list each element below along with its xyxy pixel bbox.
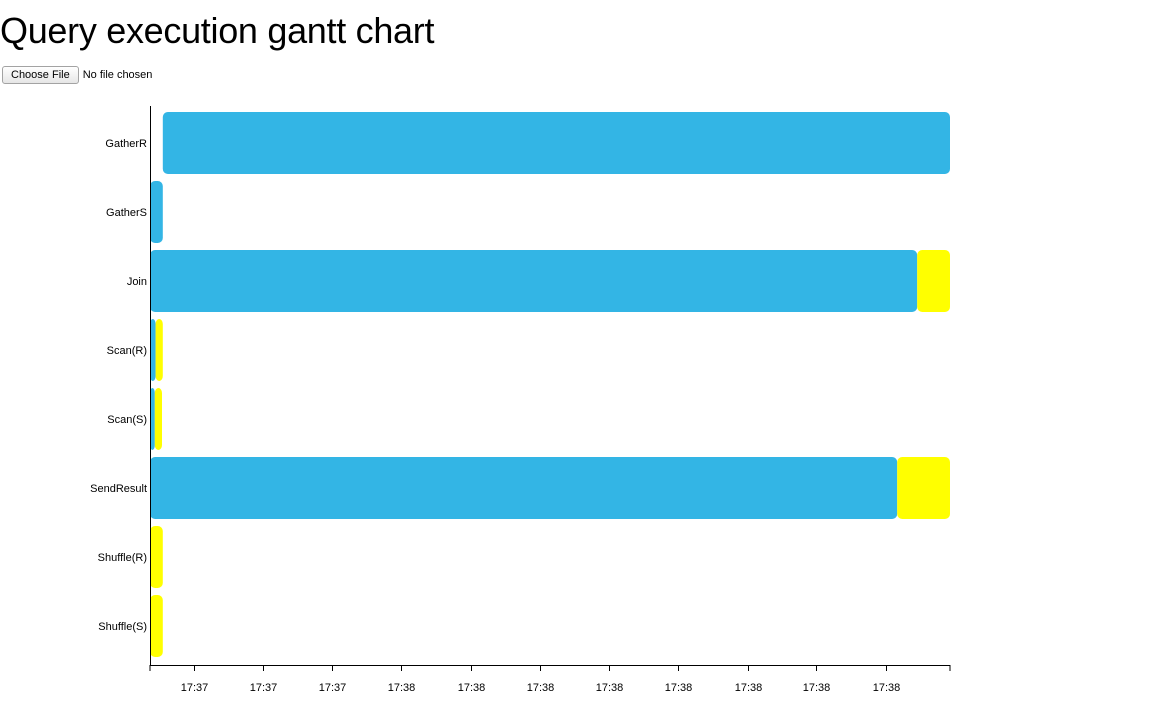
task-bar-scan-r--waiting (155, 319, 163, 381)
x-tick-label: 17:37 (181, 682, 209, 694)
file-status-text: No file chosen (82, 69, 153, 81)
category-label: GatherS (106, 207, 147, 219)
category-label: Scan(R) (107, 345, 147, 357)
task-bar-gathers-running (150, 181, 163, 243)
category-label: Shuffle(R) (98, 552, 147, 564)
x-tick-label: 17:37 (319, 682, 347, 694)
x-tick-label: 17:38 (735, 682, 763, 694)
x-axis: 17:37 17:37 17:37 17:38 17:38 17:38 17:38 17:38… (149, 665, 951, 694)
y-axis: GatherR GatherS Join Scan(R) Scan(S) SendResu… (90, 106, 151, 665)
x-tick-label: 17:38 (596, 682, 624, 694)
x-tick-label: 17:38 (388, 682, 416, 694)
page-title: Query execution gantt chart (0, 10, 435, 51)
task-bar-scan-r--running (150, 319, 156, 381)
task-bar-gatherr-running (162, 112, 951, 174)
task-bar-join-waiting (917, 250, 950, 312)
category-label: Join (127, 276, 147, 288)
x-axis-line (149, 665, 951, 671)
x-tick-label: 17:38 (873, 682, 901, 694)
category-label: GatherR (105, 138, 147, 150)
task-bar-sendresult-waiting (897, 457, 950, 519)
task-bar-shuffle-r--waiting (150, 526, 163, 588)
x-tick-label: 17:38 (665, 682, 693, 694)
task-bar-join-running (150, 250, 918, 312)
task-bar-shuffle-s--waiting (150, 595, 163, 657)
x-tick-label: 17:38 (458, 682, 486, 694)
task-bar-scan-s--running (150, 388, 155, 450)
x-tick-label: 17:38 (803, 682, 831, 694)
category-label: SendResult (90, 483, 147, 495)
bars-group (150, 112, 951, 657)
x-tick-label: 17:37 (250, 682, 278, 694)
choose-file-button[interactable]: Choose File (2, 66, 79, 84)
file-input[interactable]: Choose File No file chosen (2, 66, 152, 84)
x-tick-label: 17:38 (527, 682, 555, 694)
task-bar-sendresult-running (150, 457, 898, 519)
category-label: Scan(S) (107, 414, 147, 426)
category-label: Shuffle(S) (98, 621, 147, 633)
task-bar-scan-s--waiting (154, 388, 162, 450)
